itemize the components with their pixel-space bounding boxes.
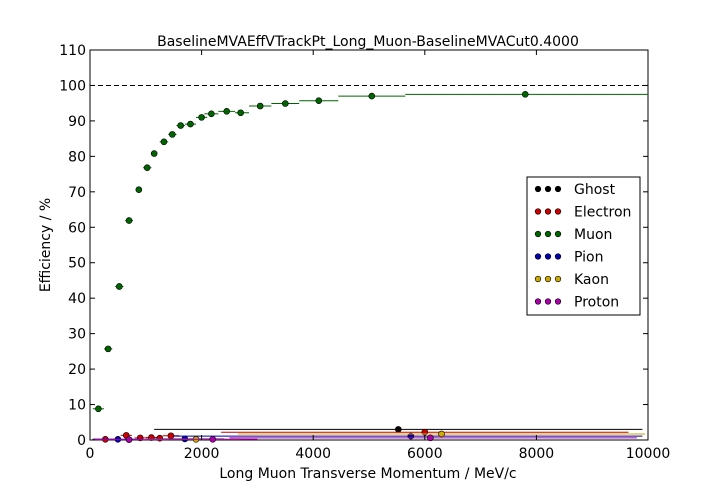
y-tick-label: 70 [68, 185, 86, 201]
y-tick-label: 40 [68, 291, 86, 307]
x-tick-label: 10000 [626, 446, 671, 462]
data-point [315, 97, 323, 104]
data-point [198, 114, 205, 121]
legend-item-ghost: Ghost [534, 182, 616, 198]
data-point [209, 435, 217, 443]
legend-item-electron: Electron [534, 205, 631, 221]
series-layer [92, 91, 648, 443]
data-point [125, 217, 133, 224]
legend-marker [534, 230, 542, 238]
legend-label: Muon [574, 227, 612, 243]
data-point [281, 100, 289, 107]
y-tick-label: 80 [68, 149, 86, 165]
data-point [187, 120, 194, 128]
legend-item-muon: Muon [534, 227, 612, 243]
plot-area: 0 2000 4000 6000 8000 10000 0 10 20 30 40 50 60 70 80… [59, 43, 670, 462]
x-tick-label: 2000 [184, 446, 220, 462]
y-tick-label: 110 [59, 43, 86, 59]
legend-marker [534, 185, 542, 193]
data-point [160, 138, 168, 146]
legend-marker [554, 275, 562, 283]
legend-marker [544, 275, 552, 283]
y-tick-label: 10 [68, 398, 86, 414]
x-axis-ticks: 0 2000 4000 6000 8000 10000 [86, 50, 671, 462]
legend-marker [544, 253, 552, 260]
y-tick-label: 30 [68, 327, 86, 343]
legend-label: Proton [574, 295, 619, 311]
legend-marker [544, 298, 552, 305]
data-point [394, 426, 402, 433]
legend-box [526, 176, 641, 316]
legend-marker [554, 253, 562, 260]
legend-marker [534, 253, 542, 260]
data-point [223, 108, 231, 115]
x-tick-label: 4000 [295, 446, 331, 462]
legend-marker [534, 298, 542, 305]
legend-marker [554, 298, 562, 305]
data-point [167, 432, 175, 440]
legend-marker [534, 275, 542, 283]
legend-marker [544, 185, 552, 193]
data-point [125, 436, 133, 443]
legend-label: Pion [574, 250, 603, 266]
data-point [95, 405, 102, 413]
data-point [143, 164, 151, 172]
legend-marker [554, 185, 562, 193]
legend-items: Ghost Electron Muon Pion Kaon Proton [534, 182, 631, 311]
data-point [208, 110, 215, 118]
data-point [150, 150, 158, 157]
data-point [368, 92, 376, 100]
y-tick-label: 20 [68, 362, 86, 378]
legend-label: Kaon [574, 272, 609, 288]
legend-marker [554, 230, 562, 238]
legend-item-proton: Proton [534, 295, 619, 311]
legend-marker [544, 230, 552, 238]
data-point [169, 131, 176, 138]
series-proton [92, 434, 637, 443]
data-point [521, 91, 529, 98]
x-tick-label: 8000 [519, 446, 555, 462]
y-axis-ticks: 0 10 20 30 40 50 60 70 80 90 100 110 [59, 43, 648, 449]
y-tick-label: 50 [68, 256, 86, 272]
legend-item-pion: Pion [534, 250, 603, 266]
x-tick-label: 0 [86, 446, 95, 462]
legend-marker [554, 208, 562, 215]
data-point [115, 283, 123, 290]
y-axis-label: Efficiency / % [38, 198, 54, 292]
x-tick-label: 6000 [407, 446, 443, 462]
data-point [438, 430, 445, 438]
legend-label: Electron [574, 205, 631, 221]
data-point [427, 434, 434, 442]
legend-item-kaon: Kaon [534, 272, 609, 288]
y-tick-label: 0 [77, 433, 86, 449]
y-tick-label: 100 [59, 78, 86, 94]
legend: Ghost Electron Muon Pion Kaon Proton [526, 176, 641, 316]
data-point [256, 102, 264, 110]
chart-title: BaselineMVAEffVTrackPt_Long_Muon-Baselin… [157, 34, 579, 50]
legend-marker [544, 208, 552, 215]
data-point [177, 122, 184, 129]
plot-frame [89, 49, 649, 441]
data-point [135, 186, 143, 193]
x-axis-label: Long Muon Transverse Momentum / MeV/c [219, 466, 516, 482]
data-point [156, 434, 164, 442]
legend-label: Ghost [574, 182, 616, 198]
y-tick-label: 60 [68, 220, 86, 236]
legend-marker [534, 208, 542, 215]
data-point [104, 345, 112, 353]
data-point [237, 109, 244, 117]
series-muon [92, 91, 648, 413]
y-tick-label: 90 [68, 114, 86, 130]
